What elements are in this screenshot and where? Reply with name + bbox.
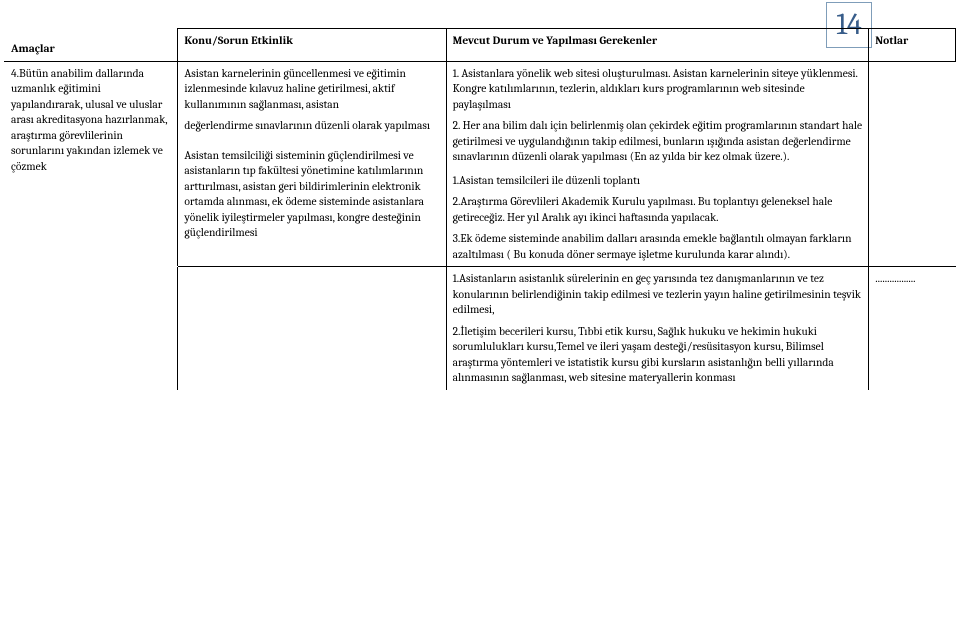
mevcut-p4: 2.Araştırma Görevlileri Akademik Kurulu … (453, 194, 863, 225)
mevcut-p1: 1. Asistanlara yönelik web sitesi oluştu… (453, 66, 863, 113)
header-row: Amaçlar Konu/Sorun Etkinlik Mevcut Durum… (5, 29, 956, 62)
table-row: 1.Asistanların asistanlık sürelerinin en… (5, 267, 956, 391)
cell-amaclar-2 (5, 267, 178, 391)
notlar-dots: ................. (875, 272, 915, 285)
konu-p2: değerlendirme sınavlarının düzenli olara… (184, 118, 439, 134)
konu-p1: Asistan karnelerinin güncellenmesi ve eğ… (184, 66, 439, 113)
header-notlar: Notlar (869, 29, 956, 62)
mevcut2-p2: 2.İletişim becerileri kursu, Tıbbi etik … (453, 324, 863, 386)
main-table: Amaçlar Konu/Sorun Etkinlik Mevcut Durum… (4, 28, 956, 391)
cell-notlar-2: ................. (869, 267, 956, 391)
cell-konu-2 (178, 267, 446, 391)
page: 14 Amaçlar Konu/Sorun Etkinlik Mevcut Du… (0, 0, 960, 619)
mevcut-p5: 3.Ek ödeme sisteminde anabilim dalları a… (453, 231, 863, 262)
table-row: 4.Bütün anabilim dallarında uzmanlık eği… (5, 61, 956, 267)
cell-mevcut-2: 1.Asistanların asistanlık sürelerinin en… (446, 267, 869, 391)
header-konu: Konu/Sorun Etkinlik (178, 29, 446, 62)
mevcut-p2: 2. Her ana bilim dalı için belirlenmiş o… (453, 118, 863, 165)
cell-amaclar: 4.Bütün anabilim dallarında uzmanlık eği… (5, 61, 178, 267)
header-mevcut: Mevcut Durum ve Yapılması Gerekenler (446, 29, 869, 62)
amac-text: 4.Bütün anabilim dallarında uzmanlık eği… (11, 66, 171, 175)
cell-mevcut: 1. Asistanlara yönelik web sitesi oluştu… (446, 61, 869, 267)
table-wrapper: Amaçlar Konu/Sorun Etkinlik Mevcut Durum… (4, 28, 956, 391)
header-amaclar: Amaçlar (5, 29, 178, 62)
cell-konu: Asistan karnelerinin güncellenmesi ve eğ… (178, 61, 446, 267)
konu-p3: Asistan temsilciliği sisteminin güçlendi… (184, 148, 439, 241)
mevcut-p3: 1.Asistan temsilcileri ile düzenli topla… (453, 173, 863, 189)
cell-notlar-1 (869, 61, 956, 267)
mevcut2-p1: 1.Asistanların asistanlık sürelerinin en… (453, 271, 863, 318)
